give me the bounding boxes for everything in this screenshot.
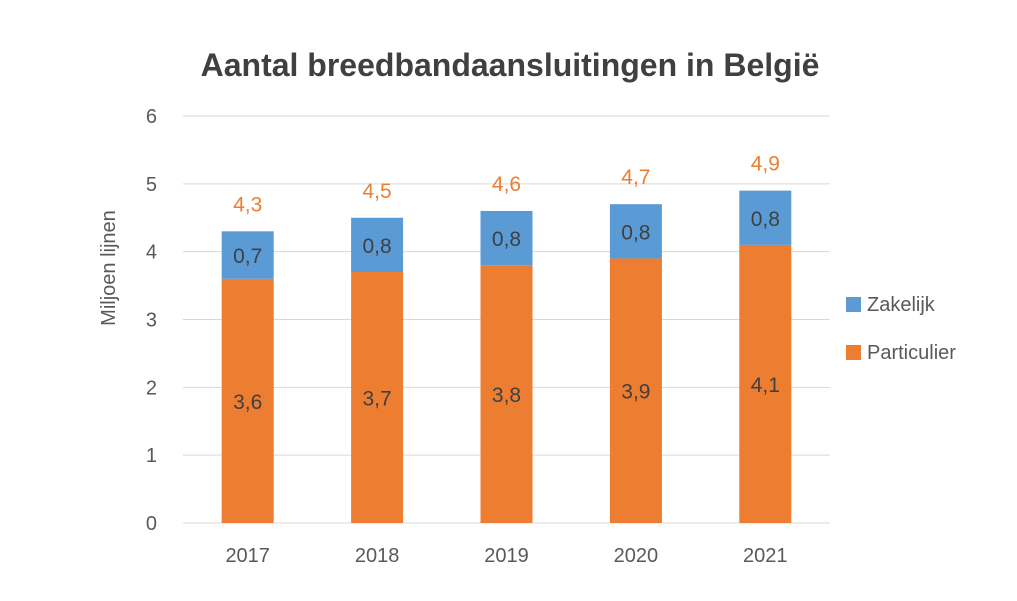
- y-tick-label: 6: [146, 106, 157, 128]
- bar-zakelijk-2017: [221, 231, 274, 279]
- y-tick-label: 2: [146, 377, 157, 399]
- bar-zakelijk-2020: [609, 204, 662, 259]
- total-label: 4,3: [233, 193, 262, 216]
- bar-particulier-2020: [609, 258, 662, 523]
- legend-swatch-particulier: [846, 345, 861, 360]
- y-tick-label: 0: [146, 513, 157, 535]
- data-label-particulier: 3,7: [362, 388, 391, 411]
- bar-particulier-2021: [739, 244, 792, 523]
- data-label-zakelijk: 0,8: [751, 208, 780, 231]
- bar-particulier-2019: [480, 265, 533, 523]
- y-tick-label: 3: [146, 310, 157, 332]
- x-tick-label: 2020: [614, 545, 659, 567]
- y-tick-label: 5: [146, 174, 157, 196]
- bar-particulier-2017: [221, 278, 274, 523]
- bar-zakelijk-2018: [351, 217, 404, 273]
- y-axis-title: Miljoen lijnen: [98, 210, 120, 326]
- legend-swatch-zakelijk: [846, 297, 861, 312]
- bar-zakelijk-2021: [739, 190, 792, 245]
- total-label: 4,9: [751, 153, 780, 176]
- legend-label-particulier: Particulier: [867, 342, 956, 364]
- data-label-particulier: 4,1: [751, 374, 780, 397]
- y-axis-ticks: 0 1 2 3 4 5 6: [146, 106, 157, 535]
- data-label-particulier: 3,6: [233, 391, 262, 414]
- data-label-zakelijk: 0,8: [492, 228, 521, 251]
- x-axis-ticks: 2017 2018 2019 2020 2021: [225, 545, 787, 567]
- total-label: 4,6: [492, 173, 521, 196]
- bar-particulier-2018: [351, 272, 404, 523]
- x-tick-label: 2018: [355, 545, 400, 567]
- data-label-zakelijk: 0,8: [362, 235, 391, 258]
- chart-title: Aantal breedbandaansluitingen in België: [201, 47, 820, 83]
- y-tick-label: 4: [146, 242, 157, 264]
- data-label-particulier: 3,9: [621, 381, 650, 404]
- bar-zakelijk-2019: [480, 210, 533, 266]
- total-label: 4,5: [362, 180, 391, 203]
- data-label-particulier: 3,8: [492, 384, 521, 407]
- data-label-zakelijk: 0,7: [233, 245, 262, 268]
- legend: Zakelijk Particulier: [846, 294, 956, 364]
- x-tick-label: 2017: [225, 545, 270, 567]
- x-tick-label: 2019: [484, 545, 529, 567]
- y-tick-label: 1: [146, 445, 157, 467]
- data-label-zakelijk: 0,8: [621, 221, 650, 244]
- legend-label-zakelijk: Zakelijk: [867, 294, 936, 316]
- bars: 3,6 0,7 4,3 3,7 0,8 4,5 3,8 0,8 4,6 3,9 0,8 4,7 4,1 0…: [221, 153, 792, 523]
- x-tick-label: 2021: [743, 545, 788, 567]
- total-label: 4,7: [621, 166, 650, 189]
